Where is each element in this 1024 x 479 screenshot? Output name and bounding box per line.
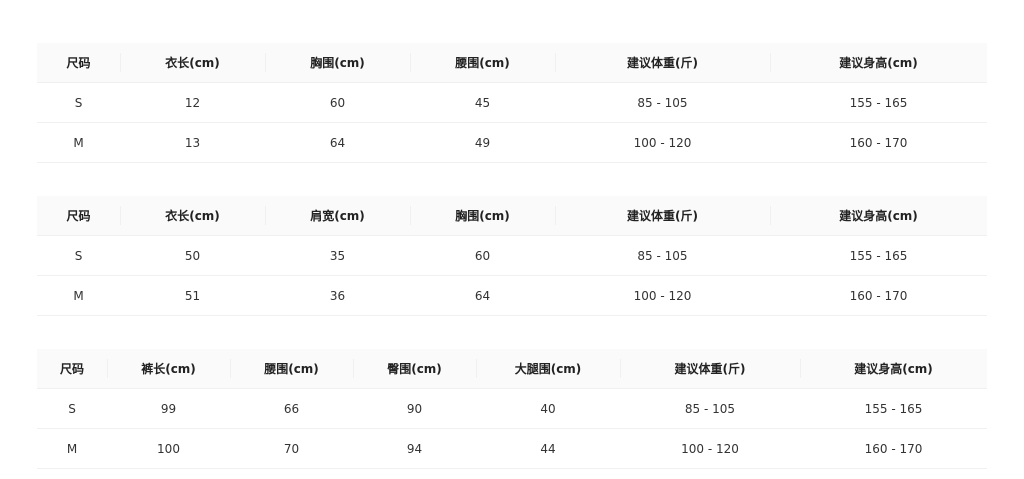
- header-cell: 尺码: [37, 196, 120, 236]
- cell: 64: [410, 275, 555, 316]
- cell: 36: [265, 275, 410, 316]
- cell: 45: [410, 82, 555, 123]
- cell: 60: [410, 235, 555, 276]
- header-cell: 建议身高(cm): [770, 43, 987, 83]
- cell: 155 - 165: [800, 388, 987, 429]
- header-cell: 腰围(cm): [230, 349, 353, 389]
- cell: M: [37, 122, 120, 163]
- table-row: M 13 64 49 100 - 120 160 - 170: [37, 122, 987, 163]
- cell: 100: [107, 428, 230, 469]
- header-cell: 尺码: [37, 43, 120, 83]
- cell: 49: [410, 122, 555, 163]
- cell: 100 - 120: [555, 122, 770, 163]
- header-cell: 大腿围(cm): [476, 349, 620, 389]
- header-cell: 建议身高(cm): [770, 196, 987, 236]
- cell: 85 - 105: [620, 388, 800, 429]
- cell: 64: [265, 122, 410, 163]
- cell: 12: [120, 82, 265, 123]
- cell: 94: [353, 428, 476, 469]
- cell: 99: [107, 388, 230, 429]
- size-table-middle: 尺码 衣长(cm) 肩宽(cm) 胸围(cm) 建议体重(斤) 建议身高(cm)…: [37, 196, 987, 316]
- header-cell: 衣长(cm): [120, 43, 265, 83]
- cell: S: [37, 235, 120, 276]
- cell: 160 - 170: [770, 122, 987, 163]
- cell: 85 - 105: [555, 235, 770, 276]
- size-table-bottom: 尺码 裤长(cm) 腰围(cm) 臀围(cm) 大腿围(cm) 建议体重(斤) …: [37, 349, 987, 469]
- table-row: M 51 36 64 100 - 120 160 - 170: [37, 275, 987, 316]
- cell: 66: [230, 388, 353, 429]
- table-row: M 100 70 94 44 100 - 120 160 - 170: [37, 428, 987, 469]
- cell: 155 - 165: [770, 235, 987, 276]
- cell: 13: [120, 122, 265, 163]
- cell: 40: [476, 388, 620, 429]
- cell: 155 - 165: [770, 82, 987, 123]
- header-cell: 建议体重(斤): [555, 196, 770, 236]
- cell: 85 - 105: [555, 82, 770, 123]
- table-row: S 12 60 45 85 - 105 155 - 165: [37, 82, 987, 123]
- cell: 60: [265, 82, 410, 123]
- header-cell: 臀围(cm): [353, 349, 476, 389]
- header-cell: 建议身高(cm): [800, 349, 987, 389]
- cell: 100 - 120: [620, 428, 800, 469]
- header-cell: 肩宽(cm): [265, 196, 410, 236]
- cell: 160 - 170: [770, 275, 987, 316]
- cell: 35: [265, 235, 410, 276]
- cell: S: [37, 388, 107, 429]
- cell: M: [37, 275, 120, 316]
- cell: 44: [476, 428, 620, 469]
- cell: 51: [120, 275, 265, 316]
- table-row: S 50 35 60 85 - 105 155 - 165: [37, 235, 987, 276]
- table-header-row: 尺码 衣长(cm) 肩宽(cm) 胸围(cm) 建议体重(斤) 建议身高(cm): [37, 196, 987, 236]
- table-header-row: 尺码 衣长(cm) 胸围(cm) 腰围(cm) 建议体重(斤) 建议身高(cm): [37, 43, 987, 83]
- cell: 160 - 170: [800, 428, 987, 469]
- cell: 100 - 120: [555, 275, 770, 316]
- table-row: S 99 66 90 40 85 - 105 155 - 165: [37, 388, 987, 429]
- size-table-top: 尺码 衣长(cm) 胸围(cm) 腰围(cm) 建议体重(斤) 建议身高(cm)…: [37, 43, 987, 163]
- header-cell: 建议体重(斤): [555, 43, 770, 83]
- header-cell: 胸围(cm): [265, 43, 410, 83]
- cell: 90: [353, 388, 476, 429]
- header-cell: 裤长(cm): [107, 349, 230, 389]
- header-cell: 衣长(cm): [120, 196, 265, 236]
- header-cell: 胸围(cm): [410, 196, 555, 236]
- cell: S: [37, 82, 120, 123]
- header-cell: 尺码: [37, 349, 107, 389]
- table-header-row: 尺码 裤长(cm) 腰围(cm) 臀围(cm) 大腿围(cm) 建议体重(斤) …: [37, 349, 987, 389]
- header-cell: 建议体重(斤): [620, 349, 800, 389]
- cell: 50: [120, 235, 265, 276]
- header-cell: 腰围(cm): [410, 43, 555, 83]
- cell: 70: [230, 428, 353, 469]
- cell: M: [37, 428, 107, 469]
